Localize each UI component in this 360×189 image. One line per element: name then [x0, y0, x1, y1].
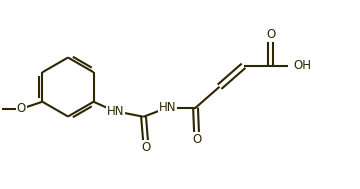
- Text: HN: HN: [159, 101, 176, 114]
- Text: OH: OH: [293, 59, 311, 72]
- Text: O: O: [141, 141, 150, 154]
- Text: HN: HN: [107, 105, 124, 118]
- Text: O: O: [17, 102, 26, 115]
- Text: O: O: [266, 28, 275, 41]
- Text: O: O: [192, 133, 201, 146]
